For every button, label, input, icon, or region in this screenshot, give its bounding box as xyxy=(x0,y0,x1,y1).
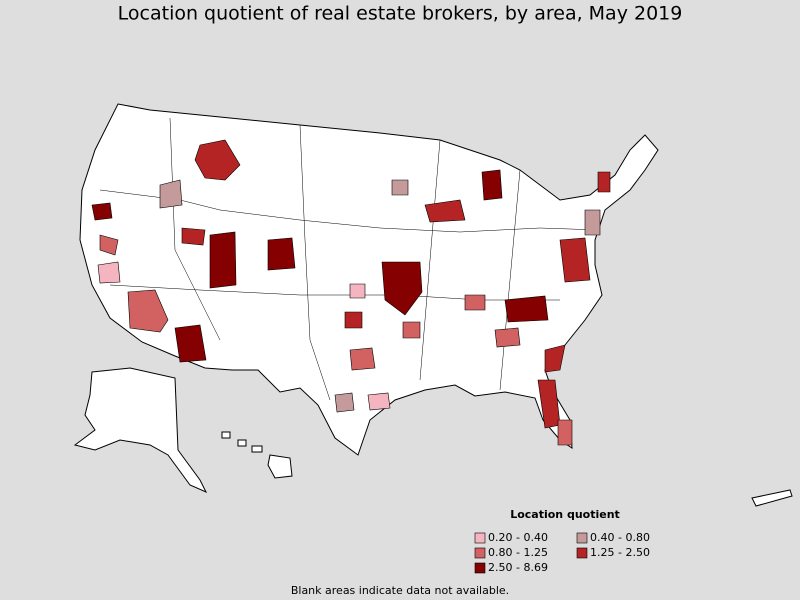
area xyxy=(91,202,113,221)
area xyxy=(424,199,466,223)
area xyxy=(557,419,573,446)
area xyxy=(181,227,206,246)
border xyxy=(169,117,221,341)
area xyxy=(381,261,423,316)
area xyxy=(559,237,591,283)
legend-label: 0.40 - 0.80 xyxy=(590,531,650,544)
alaska xyxy=(73,367,208,494)
legend: Location quotient 0.20 - 0.40 0.40 - 0.80… xyxy=(474,508,650,574)
legend-swatch xyxy=(576,532,588,544)
hawaii xyxy=(221,431,293,479)
area xyxy=(391,179,409,196)
area xyxy=(127,289,169,333)
area xyxy=(99,234,119,256)
legend-swatch xyxy=(474,547,486,559)
area xyxy=(344,311,363,329)
area xyxy=(174,324,207,363)
area xyxy=(194,139,241,181)
area xyxy=(597,171,611,193)
legend-swatch xyxy=(576,547,588,559)
legend-title: Location quotient xyxy=(510,508,620,521)
legend-label: 2.50 - 8.69 xyxy=(488,561,548,574)
area xyxy=(402,321,421,339)
area xyxy=(159,179,183,209)
border xyxy=(419,139,441,381)
legend-items: 0.20 - 0.40 0.40 - 0.80 0.80 - 1.25 1.25 - … xyxy=(474,531,650,574)
area xyxy=(267,237,296,271)
area xyxy=(367,392,391,411)
area xyxy=(481,169,503,201)
area xyxy=(334,392,355,413)
area xyxy=(464,294,486,311)
border xyxy=(499,169,521,391)
area xyxy=(544,344,566,373)
area xyxy=(349,283,366,299)
area xyxy=(494,327,521,348)
legend-swatch xyxy=(474,562,486,574)
island xyxy=(751,489,793,507)
border xyxy=(99,189,601,233)
legend-swatch xyxy=(474,532,486,544)
footnote: Blank areas indicate data not available. xyxy=(291,584,509,597)
area xyxy=(209,231,237,289)
areas xyxy=(91,139,611,446)
area xyxy=(97,261,121,284)
area xyxy=(584,209,601,236)
legend-label: 0.80 - 1.25 xyxy=(488,546,548,559)
map-title: Location quotient of real estate brokers… xyxy=(118,3,683,25)
area xyxy=(349,347,376,371)
legend-label: 1.25 - 2.50 xyxy=(590,546,650,559)
area xyxy=(504,295,549,323)
border xyxy=(299,124,331,401)
legend-label: 0.20 - 0.40 xyxy=(488,531,548,544)
